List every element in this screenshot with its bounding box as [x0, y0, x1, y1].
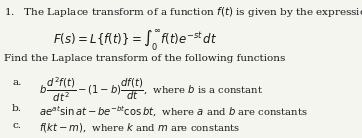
Text: $f(kt - m)$,  where $k$ and $m$ are constants: $f(kt - m)$, where $k$ and $m$ are const…	[39, 121, 240, 134]
Text: b.: b.	[12, 104, 22, 113]
Text: $ae^{at}\sin at - be^{-bt}\cos bt$,  where $a$ and $b$ are constants: $ae^{at}\sin at - be^{-bt}\cos bt$, wher…	[39, 104, 307, 119]
Text: $F(s) = L\{f(t)\} = \int_0^{\infty} f(t)e^{-st}\,dt$: $F(s) = L\{f(t)\} = \int_0^{\infty} f(t)…	[53, 28, 217, 53]
Text: $b\,\dfrac{d^2 f(t)}{dt^2} - (1-b)\dfrac{df(t)}{dt}$,  where $b$ is a constant: $b\,\dfrac{d^2 f(t)}{dt^2} - (1-b)\dfrac…	[39, 75, 263, 104]
Text: 1.   The Laplace transform of a function $f(t)$ is given by the expression: 1. The Laplace transform of a function $…	[4, 5, 362, 19]
Text: a.: a.	[12, 78, 21, 87]
Text: c.: c.	[12, 121, 21, 130]
Text: Find the Laplace transform of the following functions: Find the Laplace transform of the follow…	[4, 54, 285, 63]
